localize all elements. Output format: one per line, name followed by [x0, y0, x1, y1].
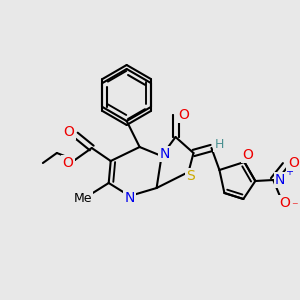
Text: O: O — [178, 108, 189, 122]
Text: ⁻: ⁻ — [291, 200, 298, 214]
Text: N: N — [159, 147, 170, 161]
Text: N: N — [275, 173, 285, 187]
Text: Me: Me — [74, 193, 92, 206]
Text: O: O — [63, 125, 74, 139]
Text: S: S — [186, 169, 195, 183]
Text: H: H — [215, 137, 224, 151]
Text: O: O — [288, 156, 299, 170]
Text: O: O — [242, 148, 253, 162]
Text: O: O — [279, 196, 290, 210]
Text: N: N — [124, 191, 135, 205]
Text: O: O — [62, 156, 73, 170]
Text: +: + — [285, 167, 293, 177]
